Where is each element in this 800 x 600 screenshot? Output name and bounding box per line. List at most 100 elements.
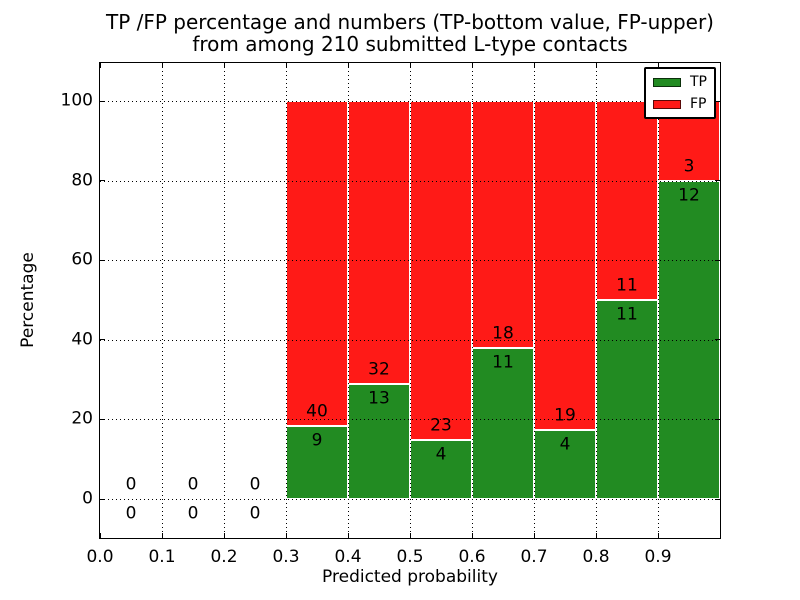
y-tick-label: 0: [82, 488, 93, 509]
x-tick-label: 0.6: [458, 547, 486, 567]
gridline-vertical: [410, 63, 411, 538]
x-tick-label: 0.7: [520, 547, 548, 567]
annotations-layer: 0 0 0 0 0 0 40 9 32 13 23 4 18 11 19 4 11 11 3 12: [100, 63, 720, 538]
bar-segment-fp: [596, 101, 658, 300]
x-tick-mark: [161, 533, 163, 538]
chart-title-line2: from among 210 submitted L-type contacts: [192, 32, 628, 56]
x-tick-mark: [347, 533, 349, 538]
x-tick-mark: [409, 63, 411, 68]
x-axis-label: Predicted probability: [322, 567, 498, 587]
gridline-vertical: [534, 63, 535, 538]
count-label-tp: 11: [492, 352, 514, 373]
count-label-fp: 0: [125, 474, 137, 495]
y-tick-mark: [715, 418, 720, 420]
x-tick-label: 0.1: [148, 547, 176, 567]
legend-label-tp: TP: [690, 74, 707, 90]
y-axis-label: Percentage: [18, 252, 38, 348]
x-tick-mark: [99, 63, 101, 68]
bar-segment-tp: [286, 425, 348, 499]
y-tick-label: 100: [60, 90, 93, 111]
gridline-vertical: [286, 63, 287, 538]
legend-item-fp: FP: [653, 95, 707, 113]
y-tick-label: 80: [71, 170, 93, 191]
legend-item-tp: TP: [653, 73, 707, 91]
x-tick-label: 0.4: [334, 547, 362, 567]
gridline-vertical: [596, 63, 597, 538]
count-label-tp: 11: [616, 304, 638, 325]
x-tick-label: 0.5: [396, 547, 424, 567]
x-tick-mark: [285, 63, 287, 68]
y-tick-mark: [100, 100, 105, 102]
count-label-fp: 11: [616, 275, 638, 296]
y-tick-mark: [100, 498, 105, 500]
count-label-fp: 19: [554, 405, 576, 426]
x-tick-mark: [347, 63, 349, 68]
legend-swatch-tp: [653, 77, 681, 87]
count-label-tp: 4: [559, 434, 571, 455]
x-tick-label: 0.8: [582, 547, 610, 567]
chart-title-line1: TP /FP percentage and numbers (TP-bottom…: [106, 10, 714, 34]
x-tick-label: 0.0: [86, 547, 114, 567]
gridline-vertical: [348, 63, 349, 538]
x-tick-mark: [657, 533, 659, 538]
y-tick-mark: [715, 339, 720, 341]
x-tick-mark: [595, 533, 597, 538]
y-tick-mark: [100, 180, 105, 182]
y-tick-mark: [715, 498, 720, 500]
x-tick-mark: [99, 533, 101, 538]
x-tick-label: 0.9: [644, 547, 672, 567]
x-tick-mark: [657, 63, 659, 68]
x-tick-mark: [223, 533, 225, 538]
plot-area: 0 0 0 0 0 0 40 9 32 13 23 4 18 11 19 4 11 11 3 12 TP FP: [99, 62, 721, 539]
y-tick-mark: [100, 339, 105, 341]
y-tick-label: 20: [71, 408, 93, 429]
count-label-fp: 3: [683, 156, 695, 177]
x-tick-mark: [471, 533, 473, 538]
ticks-layer: [99, 63, 720, 538]
bar-segment-tp: [472, 348, 534, 499]
bars-layer: [100, 63, 720, 538]
x-tick-mark: [223, 63, 225, 68]
count-label-tp: 12: [678, 185, 700, 206]
count-label-tp: 13: [368, 388, 390, 409]
x-tick-label: 0.3: [272, 547, 300, 567]
count-label-fp: 0: [187, 474, 199, 495]
x-tick-label: 0.2: [210, 547, 238, 567]
bar-segment-tp: [596, 300, 658, 499]
bar-segment-tp: [534, 429, 596, 499]
count-label-fp: 18: [492, 323, 514, 344]
x-tick-mark: [409, 533, 411, 538]
y-tick-mark: [715, 180, 720, 182]
bar-segment-tp: [348, 384, 410, 499]
x-tick-mark: [533, 533, 535, 538]
y-tick-mark: [100, 418, 105, 420]
x-tick-mark: [285, 533, 287, 538]
count-label-tp: 9: [311, 430, 323, 451]
count-label-fp: 40: [306, 401, 328, 422]
count-label-tp: 0: [125, 503, 137, 524]
y-tick-mark: [100, 259, 105, 261]
count-label-fp: 23: [430, 415, 452, 436]
gridline-vertical: [224, 63, 225, 538]
count-label-fp: 32: [368, 359, 390, 380]
bar-segment-tp: [410, 440, 472, 499]
x-tick-mark: [595, 63, 597, 68]
legend-label-fp: FP: [690, 96, 707, 112]
legend-swatch-fp: [653, 99, 681, 109]
y-tick-mark: [715, 259, 720, 261]
count-label-fp: 0: [249, 474, 261, 495]
grid-layer: [100, 63, 720, 538]
x-tick-mark: [161, 63, 163, 68]
count-label-tp: 4: [435, 444, 447, 465]
x-tick-mark: [533, 63, 535, 68]
gridline-vertical: [162, 63, 163, 538]
y-tick-label: 40: [71, 329, 93, 350]
y-tick-mark: [715, 100, 720, 102]
count-label-tp: 0: [249, 503, 261, 524]
bar-segment-tp: [658, 180, 720, 499]
legend: TP FP: [644, 67, 716, 119]
count-label-tp: 0: [187, 503, 199, 524]
gridline-vertical: [658, 63, 659, 538]
x-tick-mark: [471, 63, 473, 68]
